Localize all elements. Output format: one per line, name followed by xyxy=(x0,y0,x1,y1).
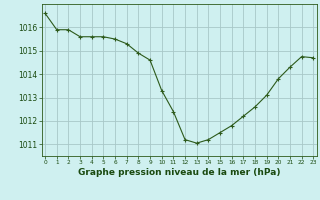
X-axis label: Graphe pression niveau de la mer (hPa): Graphe pression niveau de la mer (hPa) xyxy=(78,168,280,177)
